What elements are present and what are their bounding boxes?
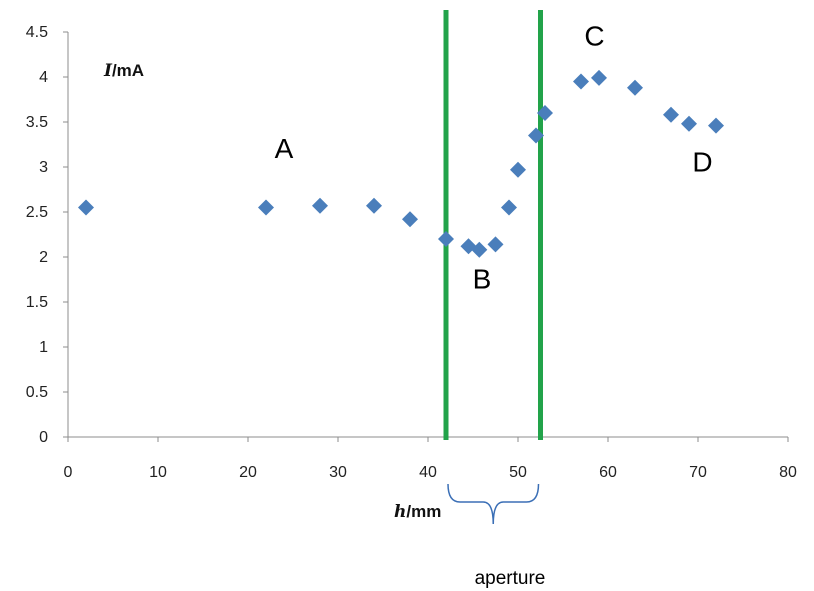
data-point: [312, 197, 328, 214]
region-label-c: C: [584, 21, 604, 52]
data-point: [402, 211, 418, 228]
x-tick-label: 10: [149, 464, 167, 481]
aperture-brace: [447, 483, 540, 525]
axes: 0 10 20 30 40 50 60 70 80 0 0.5 1 1.5 2 2.5 3 3.5 4 4.5: [26, 24, 797, 481]
y-tick-label: 3: [39, 159, 48, 176]
x-tick-label: 80: [779, 464, 797, 481]
data-point: [501, 199, 517, 216]
region-labels: A B C D: [275, 21, 713, 295]
y-tick-label: 1.5: [26, 294, 48, 311]
data-points: [78, 69, 724, 258]
data-point: [78, 199, 94, 216]
y-tick-label: 2.5: [26, 204, 48, 221]
region-label-d: D: [692, 147, 712, 178]
data-point: [471, 241, 488, 258]
y-axis-label-unit: /mA: [112, 61, 144, 80]
x-tick-label: 50: [509, 464, 527, 481]
region-label-a: A: [275, 133, 294, 164]
data-point: [627, 79, 643, 96]
aperture-lines: [443, 10, 543, 440]
y-tick-label: 4.5: [26, 24, 48, 41]
y-axis-label-var: I: [103, 61, 113, 81]
y-tick-label: 2: [39, 249, 48, 266]
data-point: [591, 69, 607, 86]
data-point: [708, 117, 724, 134]
data-point: [510, 161, 526, 178]
region-label-b: B: [473, 264, 492, 295]
x-tick-label: 60: [599, 464, 617, 481]
y-tick-label: 4: [39, 69, 48, 86]
x-axis-label-unit: /mm: [406, 502, 441, 521]
y-tick-label: 0.5: [26, 384, 48, 401]
aperture-label: aperture: [475, 568, 546, 589]
y-axis-label: I/mA: [103, 61, 144, 81]
x-tick-label: 0: [64, 464, 73, 481]
x-ticks: 0 10 20 30 40 50 60 70 80: [64, 437, 797, 481]
x-tick-label: 30: [329, 464, 347, 481]
y-ticks: 0 0.5 1 1.5 2 2.5 3 3.5 4 4.5: [26, 24, 68, 446]
x-tick-label: 40: [419, 464, 437, 481]
data-point: [681, 115, 697, 132]
data-point: [366, 197, 382, 214]
data-point: [663, 106, 679, 123]
data-point: [528, 127, 544, 144]
x-tick-label: 70: [689, 464, 707, 481]
data-point: [487, 236, 504, 253]
y-tick-label: 3.5: [26, 114, 48, 131]
data-point: [573, 73, 589, 90]
data-point: [537, 105, 553, 121]
data-point: [438, 231, 454, 247]
y-tick-label: 1: [39, 339, 48, 356]
x-axis-label-var: h: [394, 502, 406, 522]
x-axis-label: h/mm: [394, 502, 441, 522]
data-point: [258, 199, 274, 216]
x-tick-label: 20: [239, 464, 257, 481]
y-tick-label: 0: [39, 429, 48, 446]
